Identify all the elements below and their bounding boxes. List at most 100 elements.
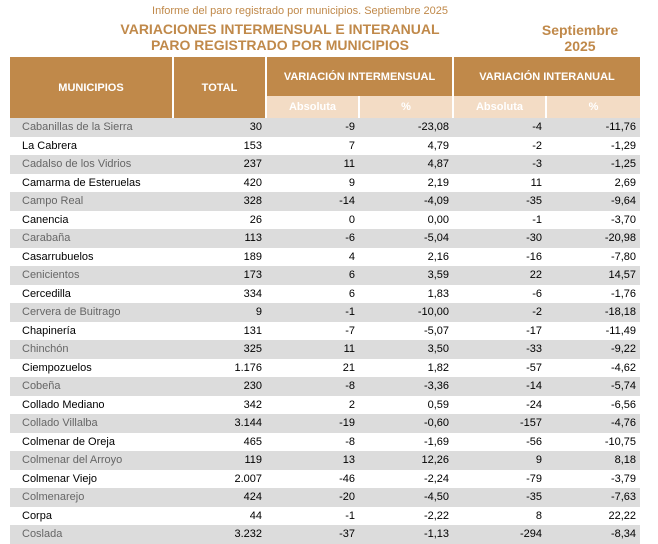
cell-im-pct: 0,59 <box>359 395 454 414</box>
cell-im-absoluta: -37 <box>266 525 359 544</box>
table-row: Colmenar del Arroyo 119 13 12,26 9 8,18 <box>10 451 641 470</box>
cell-im-pct: -1,69 <box>359 432 454 451</box>
cell-im-pct: 2,16 <box>359 247 454 266</box>
title-line-1: VARIACIONES INTERMENSUAL E INTERANUAL <box>120 21 440 37</box>
cell-im-pct: 3,59 <box>359 266 454 285</box>
cell-ia-pct: -3,70 <box>546 210 641 229</box>
cell-municipio: Cervera de Buitrago <box>10 303 173 322</box>
cell-ia-pct: 22,22 <box>546 506 641 525</box>
cell-ia-pct: -6,56 <box>546 395 641 414</box>
cell-im-absoluta: 21 <box>266 358 359 377</box>
cell-ia-pct: 8,18 <box>546 451 641 470</box>
cell-ia-absoluta: -2 <box>453 136 547 155</box>
cell-im-pct: -3,36 <box>359 377 454 396</box>
cell-municipio: Colmenarejo <box>10 488 173 507</box>
cell-total: 153 <box>173 136 266 155</box>
cell-total: 424 <box>173 488 266 507</box>
cell-ia-pct: -8,34 <box>546 525 641 544</box>
cell-total: 3.232 <box>173 525 266 544</box>
cell-municipio: Camarma de Esteruelas <box>10 173 173 192</box>
cell-ia-pct: -11,49 <box>546 321 641 340</box>
cell-im-absoluta: -14 <box>266 192 359 211</box>
cell-ia-pct: -4,62 <box>546 358 641 377</box>
cell-im-absoluta: 2 <box>266 395 359 414</box>
cell-municipio: Colmenar del Arroyo <box>10 451 173 470</box>
cell-im-absoluta: -1 <box>266 506 359 525</box>
cell-municipio: Chinchón <box>10 340 173 359</box>
cell-total: 230 <box>173 377 266 396</box>
cell-municipio: Ciempozuelos <box>10 358 173 377</box>
cell-im-pct: 2,19 <box>359 173 454 192</box>
cell-total: 26 <box>173 210 266 229</box>
cell-ia-absoluta: -294 <box>453 525 547 544</box>
cell-municipio: Carabaña <box>10 229 173 248</box>
cell-ia-absoluta: -157 <box>453 414 547 433</box>
cell-ia-absoluta: -17 <box>453 321 547 340</box>
cell-im-absoluta: 7 <box>266 136 359 155</box>
cell-im-absoluta: -19 <box>266 414 359 433</box>
cell-total: 237 <box>173 155 266 174</box>
cell-ia-absoluta: -16 <box>453 247 547 266</box>
cell-im-absoluta: 9 <box>266 173 359 192</box>
table-row: Colmenarejo 424 -20 -4,50 -35 -7,63 <box>10 488 641 507</box>
table-row: Cervera de Buitrago 9 -1 -10,00 -2 -18,18 <box>10 303 641 322</box>
cell-ia-pct: -9,64 <box>546 192 641 211</box>
cell-im-absoluta: 0 <box>266 210 359 229</box>
cell-ia-pct: -4,76 <box>546 414 641 433</box>
cell-im-pct: -23,08 <box>359 118 454 137</box>
cell-im-pct: 12,26 <box>359 451 454 470</box>
cell-im-pct: -0,60 <box>359 414 454 433</box>
cell-municipio: Cabanillas de la Sierra <box>10 118 173 137</box>
cell-total: 44 <box>173 506 266 525</box>
cell-ia-absoluta: -1 <box>453 210 547 229</box>
header-total: TOTAL <box>173 57 267 118</box>
table-row: Cabanillas de la Sierra 30 -9 -23,08 -4 -11,7… <box>10 118 641 137</box>
table-row: Collado Villalba 3.144 -19 -0,60 -157 -4,76 <box>10 414 641 433</box>
table-row: Camarma de Esteruelas 420 9 2,19 11 2,69 <box>10 173 641 192</box>
cell-im-pct: -5,04 <box>359 229 454 248</box>
cell-municipio: Colmenar Viejo <box>10 469 173 488</box>
cell-ia-absoluta: -33 <box>453 340 547 359</box>
cell-im-pct: -10,00 <box>359 303 454 322</box>
cell-municipio: Campo Real <box>10 192 173 211</box>
cell-total: 334 <box>173 284 266 303</box>
table-row: Cobeña 230 -8 -3,36 -14 -5,74 <box>10 377 641 396</box>
cell-ia-absoluta: -35 <box>453 192 547 211</box>
cell-total: 342 <box>173 395 266 414</box>
date-year: 2025 <box>564 38 596 54</box>
subheader-ia-absoluta: Absoluta <box>453 96 548 118</box>
table-row: Cercedilla 334 6 1,83 -6 -1,76 <box>10 284 641 303</box>
cell-total: 3.144 <box>173 414 266 433</box>
cell-ia-pct: -11,76 <box>546 118 641 137</box>
cell-im-pct: -2,22 <box>359 506 454 525</box>
table-row: Chinchón 325 11 3,50 -33 -9,22 <box>10 340 641 359</box>
cell-ia-absoluta: 9 <box>453 451 547 470</box>
table-row: Colmenar de Oreja 465 -8 -1,69 -56 -10,75 <box>10 432 641 451</box>
title-line-2: PARO REGISTRADO POR MUNICIPIOS <box>151 37 409 53</box>
cell-ia-pct: -18,18 <box>546 303 641 322</box>
cell-ia-absoluta: -24 <box>453 395 547 414</box>
cell-im-absoluta: 4 <box>266 247 359 266</box>
cell-im-pct: 4,79 <box>359 136 454 155</box>
cell-im-absoluta: 11 <box>266 340 359 359</box>
cell-ia-absoluta: -56 <box>453 432 547 451</box>
cell-ia-pct: -1,25 <box>546 155 641 174</box>
table-row: Canencia 26 0 0,00 -1 -3,70 <box>10 210 641 229</box>
cell-ia-absoluta: 22 <box>453 266 547 285</box>
table-row: Carabaña 113 -6 -5,04 -30 -20,98 <box>10 229 641 248</box>
report-title: VARIACIONES INTERMENSUAL E INTERANUAL PA… <box>10 21 550 53</box>
cell-total: 173 <box>173 266 266 285</box>
table-row: Casarrubuelos 189 4 2,16 -16 -7,80 <box>10 247 641 266</box>
header-variacion-intermensual: VARIACIÓN INTERMENSUAL <box>266 57 455 96</box>
cell-im-pct: -5,07 <box>359 321 454 340</box>
cell-municipio: Canencia <box>10 210 173 229</box>
report-subtitle: Informe del paro registrado por municipi… <box>152 5 448 17</box>
cell-municipio: Coslada <box>10 525 173 544</box>
cell-ia-absoluta: -6 <box>453 284 547 303</box>
cell-ia-pct: -1,29 <box>546 136 641 155</box>
header-municipios: MUNICIPIOS <box>10 57 174 118</box>
cell-municipio: Casarrubuelos <box>10 247 173 266</box>
subheader-ia-pct: % <box>546 96 641 118</box>
cell-total: 113 <box>173 229 266 248</box>
cell-municipio: Corpa <box>10 506 173 525</box>
